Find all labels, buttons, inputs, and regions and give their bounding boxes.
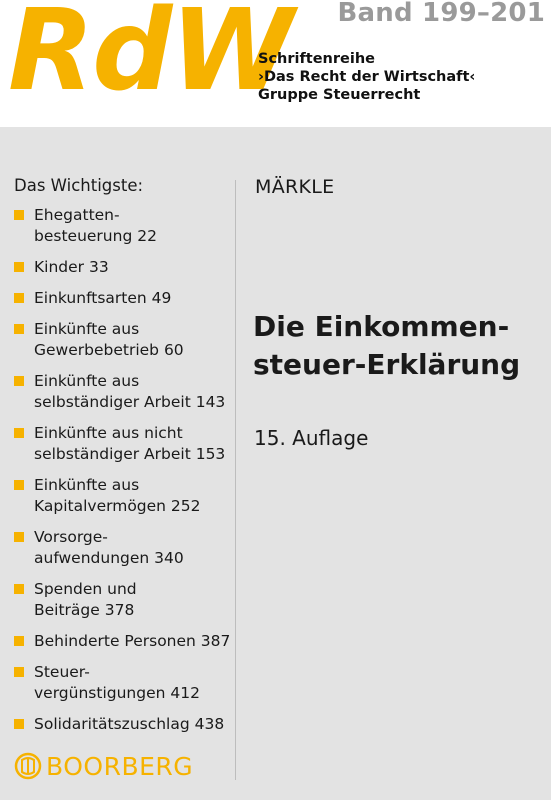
bullet-square-icon [14,293,24,303]
cover-panel [0,127,551,800]
bullet-square-icon [14,210,24,220]
bullet-square-icon [14,480,24,490]
bullet-square-icon [14,428,24,438]
contents-item: Spenden und Beiträge 378 [14,579,236,621]
boorberg-emblem-icon [14,752,42,780]
book-title: Die Einkommen- steuer-Erklärung [253,308,520,384]
contents-item: Einkünfte aus Kapitalvermögen 252 [14,475,236,517]
column-divider [235,180,236,780]
contents-item: Behinderte Personen 387 [14,631,236,652]
book-title-line: Die Einkommen- [253,310,510,343]
bullet-square-icon [14,532,24,542]
bullet-square-icon [14,584,24,594]
bullet-square-icon [14,324,24,334]
contents-item: Einkünfte aus selbständiger Arbeit 143 [14,371,236,413]
bullet-square-icon [14,719,24,729]
rdw-logo: RdW [8,0,294,116]
series-line: Gruppe Steuerrecht [258,87,421,103]
contents-item: Steuer- vergünstigungen 412 [14,662,236,704]
bullet-square-icon [14,376,24,386]
author-name: MÄRKLE [255,176,335,198]
contents-item: Kinder 33 [14,257,236,278]
series-description: Schriftenreihe ›Das Recht der Wirtschaft… [258,50,475,104]
contents-item: Einkunftsarten 49 [14,288,236,309]
series-line: Schriftenreihe [258,51,375,67]
contents-item: Einkünfte aus nicht selbständiger Arbeit… [14,423,236,465]
cover-header: RdW Band 199–201 Schriftenreihe ›Das Rec… [0,0,551,127]
contents-item: Ehegatten- besteuerung 22 [14,205,236,247]
contents-item: Einkünfte aus Gewerbebetrieb 60 [14,319,236,361]
publisher-logo: BOORBERG [14,752,193,780]
rdw-logo-text: RdW [8,0,294,116]
bullet-square-icon [14,262,24,272]
contents-item: Vorsorge- aufwendungen 340 [14,527,236,569]
publisher-name: BOORBERG [46,751,194,781]
series-line: ›Das Recht der Wirtschaft‹ [258,69,476,85]
bullet-square-icon [14,667,24,677]
book-title-line: steuer-Erklärung [253,348,521,381]
bullet-square-icon [14,636,24,646]
contents-heading: Das Wichtigste: [14,176,144,195]
contents-list: Ehegatten- besteuerung 22 Kinder 33 Eink… [14,205,236,745]
edition-label: 15. Auflage [254,426,369,450]
contents-item: Solidaritätszuschlag 438 [14,714,236,735]
band-number: Band 199–201 [337,0,545,28]
